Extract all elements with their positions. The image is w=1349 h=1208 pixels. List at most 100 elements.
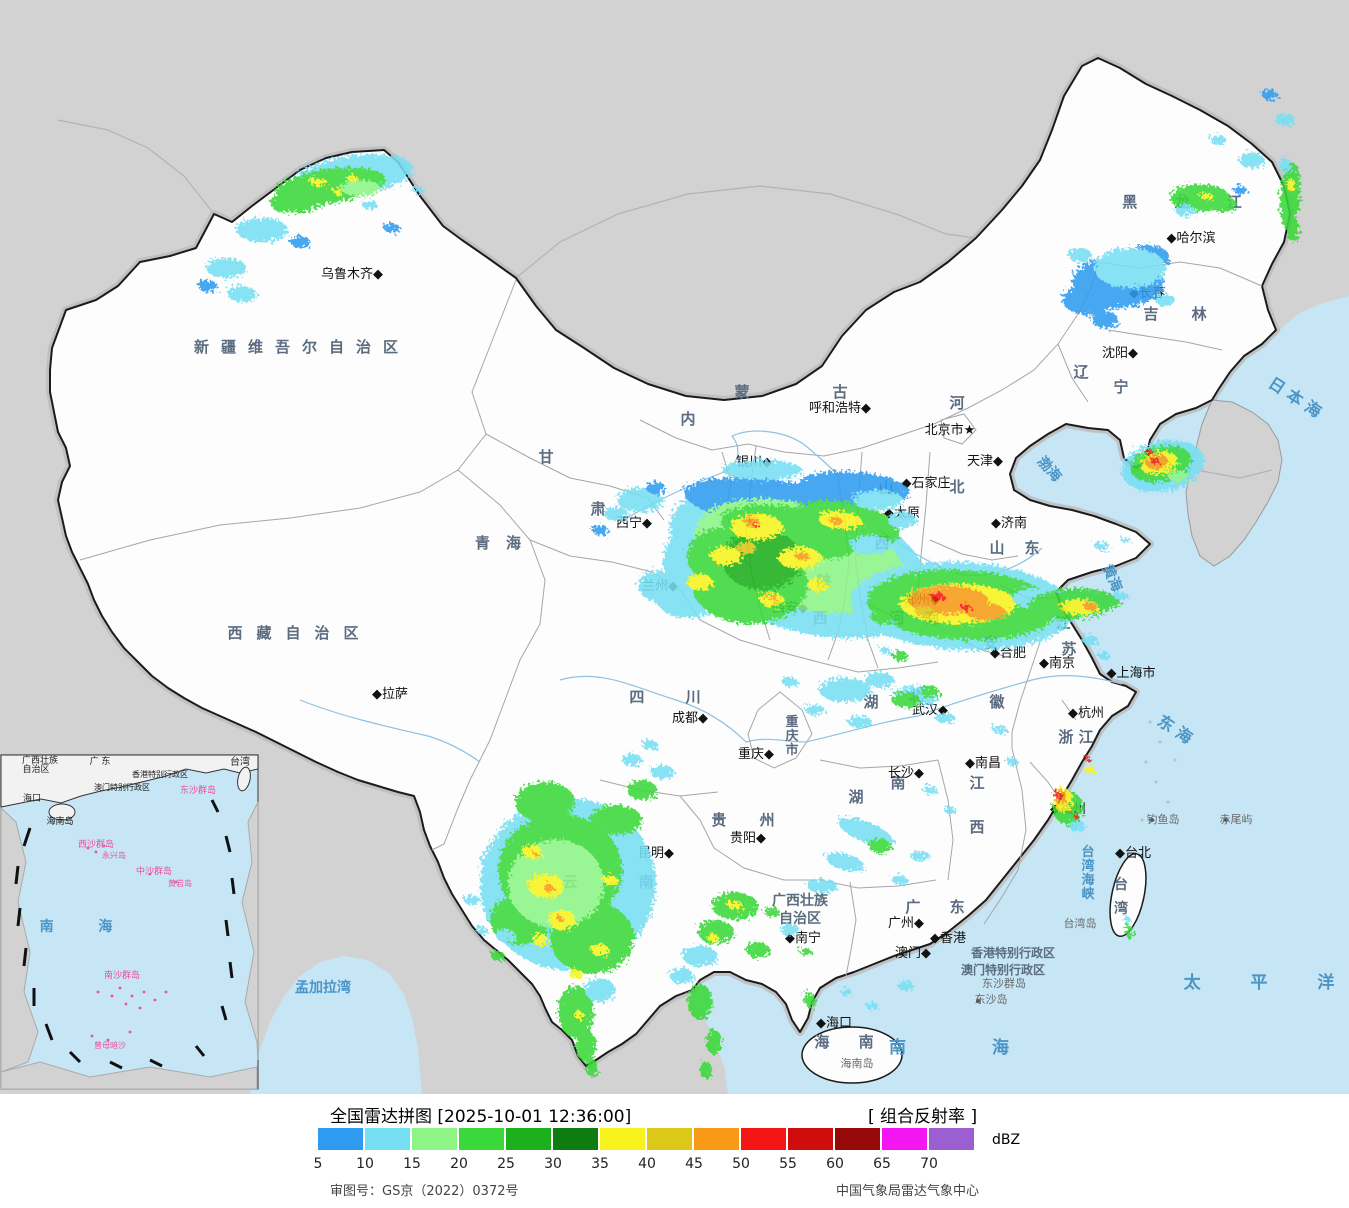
province-label: 北 <box>949 478 964 496</box>
inset-label: 广西壮族 <box>22 754 58 766</box>
radar-echo <box>1068 248 1092 262</box>
city-label: 北京市★ <box>925 422 976 438</box>
city-label: 长沙◆ <box>888 766 924 781</box>
inset-label: 澳门特别行政区 <box>94 782 150 792</box>
radar-echo <box>464 895 480 905</box>
radar-echo <box>744 517 760 527</box>
legend-tick-value: 55 <box>779 1156 797 1172</box>
legend-color-box <box>412 1128 457 1150</box>
radar-echo <box>687 574 713 590</box>
province-label: 台 <box>1114 876 1128 893</box>
radar-echo <box>850 535 890 555</box>
radar-echo <box>722 460 802 480</box>
radar-echo <box>1262 90 1278 100</box>
inset-label: 南沙群岛 <box>104 969 140 981</box>
sea-label: 台湾海峡 <box>1081 844 1095 902</box>
province-label: 湾 <box>1114 900 1128 917</box>
province-label: 贵 州 <box>711 811 788 829</box>
radar-echo <box>682 946 718 966</box>
radar-echo <box>206 258 246 278</box>
radar-echo <box>1069 820 1085 832</box>
radar-echo <box>764 907 780 917</box>
city-label: 重庆◆ <box>738 746 774 762</box>
inset-nine-dash-line <box>14 799 236 1070</box>
province-label: 新疆维吾尔自治区 <box>194 338 410 356</box>
legend-tick-value: 40 <box>638 1156 656 1172</box>
city-label: ◆香港 <box>930 931 966 946</box>
radar-echo <box>1145 449 1153 455</box>
island-marker <box>102 844 106 848</box>
radar-echo <box>961 604 971 610</box>
radar-echo <box>731 514 783 540</box>
license-number: 审图号：GS京（2022）0372号 <box>330 1184 519 1199</box>
province-label: 海 南 <box>814 1033 885 1051</box>
radar-echo <box>1094 248 1166 288</box>
city-label: 天津◆ <box>967 454 1003 469</box>
legend-tick-value: 60 <box>826 1156 844 1172</box>
radar-echo <box>887 512 917 528</box>
province-label: 浙 江 <box>1058 728 1093 746</box>
radar-echo <box>569 969 583 979</box>
taiwan-island <box>1109 853 1147 937</box>
radar-echo <box>198 280 218 292</box>
radar-echo <box>848 716 872 728</box>
credit-text: 中国气象局雷达气象中心 <box>836 1184 980 1199</box>
radar-echo <box>604 507 628 521</box>
inset-label: 黄岩岛 <box>168 878 192 888</box>
color-scale-bar <box>318 1128 974 1150</box>
sea-label: 太 平 洋 <box>1184 972 1349 993</box>
legend-tick-value: 35 <box>591 1156 609 1172</box>
city-label: ◆合肥 <box>990 646 1026 661</box>
radar-echo <box>808 579 828 591</box>
radar-echo <box>532 934 548 946</box>
radar-echo <box>1208 196 1236 212</box>
radar-echo <box>617 488 663 512</box>
radar-echo <box>544 884 554 892</box>
island-marker <box>142 990 146 994</box>
province-label: 自治区 <box>779 910 821 927</box>
legend-tick-value: 25 <box>497 1156 515 1172</box>
province-label: 内 <box>680 410 695 428</box>
radar-echo <box>1121 537 1131 543</box>
island-marker <box>174 880 178 884</box>
city-label: 澳门◆ <box>895 945 931 961</box>
island-marker <box>164 990 168 994</box>
legend-tick-value: 65 <box>873 1156 891 1172</box>
legend-tick-value: 30 <box>544 1156 562 1172</box>
radar-echo <box>476 926 488 934</box>
city-label: ◆哈尔滨 <box>1167 230 1216 246</box>
province-label: 甘 <box>538 448 553 466</box>
legend-panel: 全国雷达拼图 [2025-10-01 12:36:00] [ 组合反射率 ] d… <box>0 1094 1349 1208</box>
radar-echo <box>309 178 327 186</box>
radar-echo <box>1239 152 1265 168</box>
legend-color-box <box>694 1128 739 1150</box>
radar-echo <box>706 1030 722 1054</box>
radar-echo <box>736 542 756 554</box>
city-label: 广州◆ <box>888 916 924 931</box>
city-label: 贵阳◆ <box>730 831 766 846</box>
radar-echo <box>915 607 935 617</box>
province-label: 肃 <box>590 500 605 518</box>
radar-echo <box>346 175 358 181</box>
radar-echo <box>853 490 903 510</box>
radar-echo <box>700 1061 712 1079</box>
island-marker <box>148 872 152 876</box>
radar-echo <box>574 1011 584 1019</box>
radar-echo <box>622 754 642 766</box>
radar-echo <box>496 930 516 942</box>
radar-echo <box>576 1030 596 1062</box>
city-label: 西宁◆ <box>616 515 652 531</box>
province-label: 河 <box>949 394 964 412</box>
radar-echo <box>898 981 914 991</box>
island-label: 钓鱼岛 <box>1147 812 1180 826</box>
radar-echo <box>1155 294 1175 306</box>
radar-echo <box>227 286 257 302</box>
sea-label: 南 海 <box>889 1037 1049 1058</box>
radar-echo <box>602 875 618 885</box>
radar-echo <box>830 517 842 525</box>
legend-color-box <box>459 1128 504 1150</box>
radar-echo <box>362 201 378 209</box>
legend-tick-value: 45 <box>685 1156 703 1172</box>
island-marker <box>153 998 157 1002</box>
